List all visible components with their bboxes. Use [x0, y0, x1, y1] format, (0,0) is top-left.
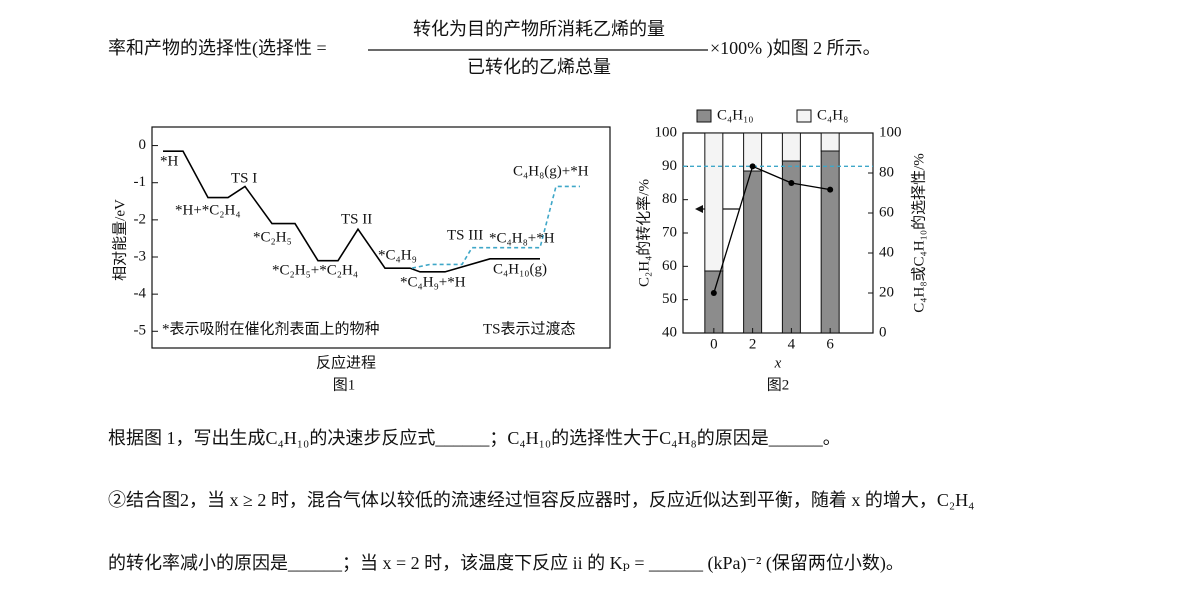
y-tick-label: 100	[655, 124, 678, 140]
caption: 图1	[333, 376, 356, 393]
annotation: *C₂H₅	[253, 229, 292, 245]
y2-axis-label: C₄H₈或C₄H₁₀的选择性/%	[910, 153, 927, 313]
annotation: TS III	[447, 227, 483, 243]
y-tick-label: -5	[134, 323, 147, 339]
x-tick-label: 6	[826, 336, 834, 352]
legend-label: C₄H₈	[817, 107, 848, 123]
figure1-frame	[151, 126, 611, 349]
y2-tick-label: 0	[879, 324, 887, 340]
y-axis-label: C₂H₄的转化率/%	[635, 179, 652, 287]
bar	[820, 150, 840, 334]
x-axis-label: 反应进程	[316, 353, 376, 371]
x-axis-label: x	[774, 355, 782, 371]
annotation: TS II	[341, 211, 372, 227]
y-tick-label: -3	[134, 248, 147, 264]
paragraph: ×100% )如图 2 所示。	[710, 38, 881, 59]
y-tick-label: 80	[662, 191, 677, 207]
y-tick-label: 90	[662, 158, 677, 174]
point	[827, 186, 834, 193]
point	[749, 163, 756, 170]
annotation: *H+*C₂H₄	[175, 202, 241, 218]
y2-tick-label: 20	[879, 284, 894, 300]
fraction-denominator: 已转化的乙烯总量	[467, 57, 611, 77]
y2-tick-label: 60	[879, 204, 894, 220]
x-tick-label: 0	[710, 336, 718, 352]
bar	[781, 160, 801, 334]
annotation: C₄H₈(g)+*H	[513, 163, 589, 179]
annotation: *表示吸附在催化剂表面上的物种	[162, 320, 380, 337]
annotation: TS I	[231, 170, 257, 186]
bar	[704, 270, 724, 334]
bar	[743, 132, 763, 172]
y2-tick-label: 100	[879, 124, 902, 140]
y-tick-label: -2	[134, 211, 147, 227]
annotation: C₄H₁₀(g)	[493, 261, 547, 277]
paragraph: 根据图 1，写出生成C₄H₁₀的决速步反应式______；C₄H₁₀的选择性大于…	[108, 428, 841, 448]
annotation: TS表示过渡态	[483, 320, 576, 337]
bar	[704, 132, 724, 272]
legend-swatch	[796, 109, 812, 123]
annotation: *H	[160, 153, 179, 169]
bar	[820, 132, 840, 152]
legend-swatch	[696, 109, 712, 123]
y-tick-label: -4	[134, 286, 147, 302]
energy-line	[411, 185, 580, 269]
energy-line	[163, 150, 540, 273]
annotation: *C₄H₉	[378, 247, 417, 263]
y-tick-label: 70	[662, 224, 677, 240]
axis-arrowhead	[695, 205, 703, 213]
point	[710, 290, 717, 296]
x-tick-label: 2	[749, 336, 757, 352]
paragraph: 率和产物的选择性(选择性 =	[108, 38, 327, 59]
y-tick-label: 0	[139, 137, 147, 153]
y2-tick-label: 80	[879, 164, 894, 180]
y-axis-label: 相对能量/eV	[111, 199, 128, 281]
legend-label: C₄H₁₀	[717, 107, 754, 123]
x-tick-label: 4	[788, 336, 796, 352]
point	[788, 180, 795, 186]
y-tick-label: 60	[662, 258, 677, 274]
fraction-numerator: 转化为目的产物所消耗乙烯的量	[413, 19, 665, 39]
y-tick-label: 50	[662, 291, 677, 307]
bar	[781, 132, 801, 162]
paragraph: 的转化率减小的原因是______；当 x = 2 时，该温度下反应 ii 的 K…	[108, 553, 904, 574]
y-tick-label: 40	[662, 324, 677, 340]
paragraph: ②结合图2，当 x ≥ 2 时，混合气体以较低的流速经过恒容反应器时，反应近似达…	[108, 490, 974, 510]
y-tick-label: -1	[134, 174, 147, 190]
annotation: *C₄H₈+*H	[489, 230, 555, 246]
caption: 图2	[767, 376, 790, 393]
y2-tick-label: 40	[879, 244, 894, 260]
annotation: *C₂H₅+*C₂H₄	[272, 262, 358, 278]
annotation: *C₄H₉+*H	[400, 274, 466, 290]
bar	[743, 170, 763, 334]
line	[713, 165, 831, 294]
